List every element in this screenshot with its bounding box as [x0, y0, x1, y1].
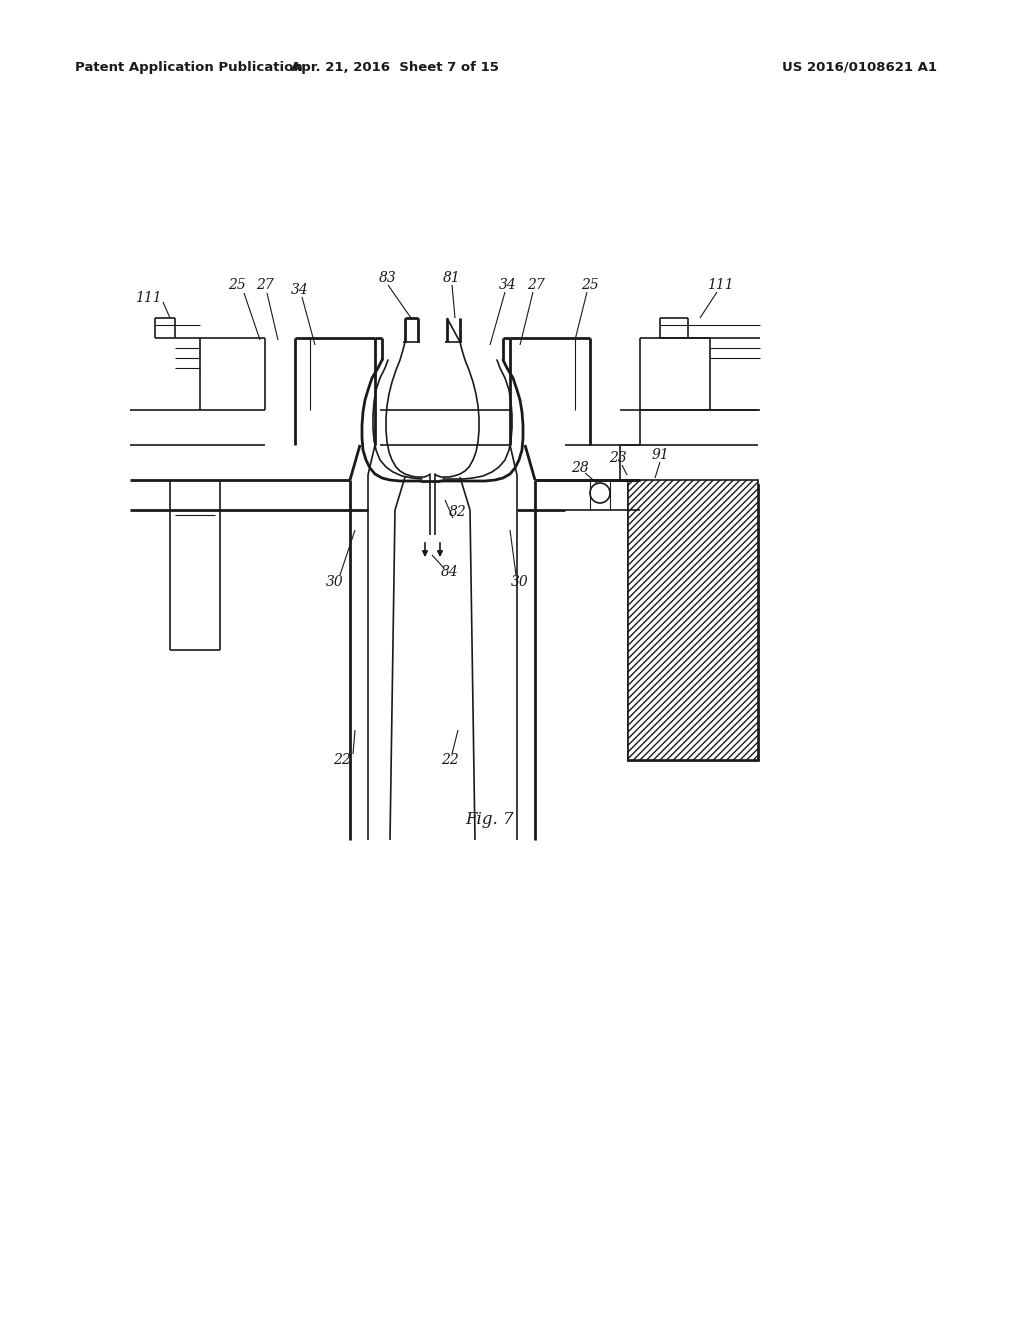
Text: 27: 27 — [527, 279, 545, 292]
Text: Patent Application Publication: Patent Application Publication — [75, 61, 303, 74]
Text: 23: 23 — [609, 451, 627, 465]
Text: 111: 111 — [135, 290, 162, 305]
Text: 34: 34 — [291, 282, 309, 297]
Text: 25: 25 — [582, 279, 599, 292]
FancyBboxPatch shape — [628, 484, 758, 760]
Polygon shape — [628, 480, 758, 760]
Text: 22: 22 — [333, 752, 351, 767]
Text: 81: 81 — [443, 271, 461, 285]
Text: 27: 27 — [256, 279, 273, 292]
Text: 22: 22 — [441, 752, 459, 767]
Text: 83: 83 — [379, 271, 397, 285]
Text: Fig. 7: Fig. 7 — [466, 812, 514, 829]
Text: 111: 111 — [707, 279, 733, 292]
Text: 82: 82 — [450, 506, 467, 519]
Text: Apr. 21, 2016  Sheet 7 of 15: Apr. 21, 2016 Sheet 7 of 15 — [291, 61, 499, 74]
Text: 91: 91 — [651, 447, 669, 462]
Text: 25: 25 — [228, 279, 246, 292]
Text: 30: 30 — [511, 576, 528, 589]
Text: 28: 28 — [571, 461, 589, 475]
Text: 34: 34 — [499, 279, 517, 292]
Text: US 2016/0108621 A1: US 2016/0108621 A1 — [782, 61, 938, 74]
Text: 30: 30 — [326, 576, 344, 589]
Text: 84: 84 — [441, 565, 459, 579]
